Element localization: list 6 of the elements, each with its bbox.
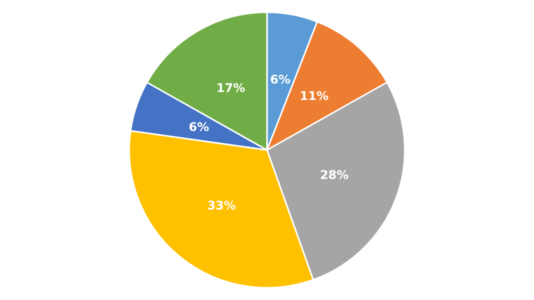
data-label: 33% bbox=[207, 198, 236, 213]
data-label: 6% bbox=[270, 72, 291, 86]
data-label: 6% bbox=[188, 120, 210, 134]
data-label: 17% bbox=[216, 80, 246, 95]
data-label: 11% bbox=[300, 88, 329, 103]
data-label: 28% bbox=[320, 168, 349, 182]
